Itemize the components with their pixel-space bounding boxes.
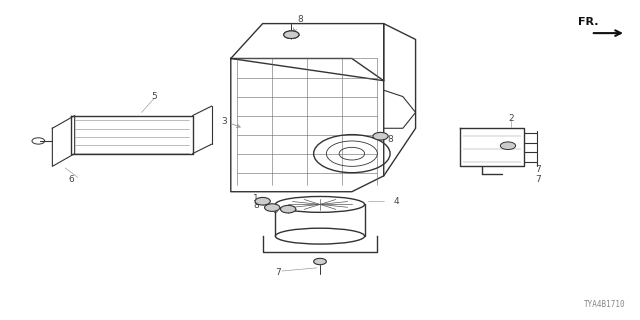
Text: 2: 2 <box>508 114 514 123</box>
Text: FR.: FR. <box>578 17 598 27</box>
Text: 4: 4 <box>394 197 399 206</box>
Circle shape <box>280 205 296 213</box>
Circle shape <box>500 142 516 149</box>
Circle shape <box>264 204 280 212</box>
Circle shape <box>255 197 270 205</box>
Text: 7: 7 <box>276 268 282 277</box>
Text: 7: 7 <box>536 165 541 174</box>
Text: 8: 8 <box>293 15 303 32</box>
Text: 6: 6 <box>68 174 74 184</box>
Circle shape <box>284 31 299 38</box>
Text: 8: 8 <box>253 202 259 211</box>
Text: 7: 7 <box>536 174 541 184</box>
Circle shape <box>314 258 326 265</box>
Text: 3: 3 <box>221 116 240 127</box>
Circle shape <box>373 132 388 140</box>
Text: 9: 9 <box>273 206 278 215</box>
Text: TYA4B1710: TYA4B1710 <box>584 300 626 309</box>
Text: 8: 8 <box>387 135 393 144</box>
Circle shape <box>284 31 299 38</box>
Text: 5: 5 <box>152 92 157 101</box>
Text: 1: 1 <box>253 194 259 203</box>
